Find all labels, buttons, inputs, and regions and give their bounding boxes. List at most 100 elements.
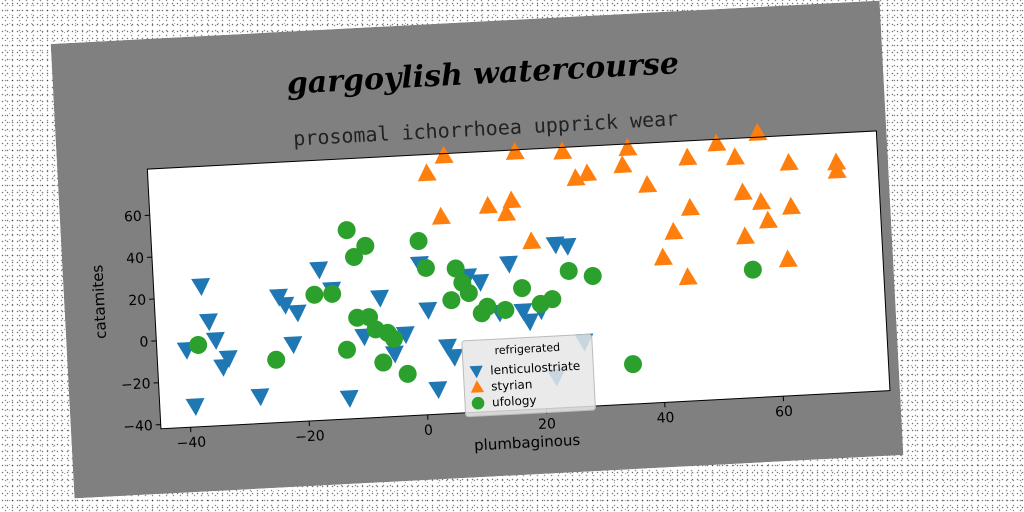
lenticulostriate-point xyxy=(384,345,404,364)
ufology-point xyxy=(559,261,578,280)
scatter-chart: gargoylish watercourse prosomal ichorrho… xyxy=(50,0,904,499)
y-tick-label: 0 xyxy=(139,334,149,350)
ufology-point xyxy=(459,283,478,302)
y-tick-label: 40 xyxy=(126,251,145,268)
styrian-point xyxy=(733,182,753,201)
styrian-point xyxy=(678,147,698,166)
ufology-point xyxy=(442,291,461,310)
styrian-point xyxy=(578,163,598,182)
ufology-point xyxy=(398,364,417,383)
styrian-point xyxy=(553,141,573,160)
x-tick-label: 0 xyxy=(424,423,434,439)
lenticulostriate-point xyxy=(470,273,490,292)
ufology-point xyxy=(356,236,375,255)
lenticulostriate-point xyxy=(557,237,577,256)
ufology-point xyxy=(543,290,562,309)
lenticulostriate-legend-marker xyxy=(469,365,483,379)
styrian-point xyxy=(522,231,542,250)
x-tick-label: 20 xyxy=(538,416,557,433)
ufology-point xyxy=(496,300,515,319)
styrian-point xyxy=(759,210,779,229)
lenticulostriate-point xyxy=(428,381,448,400)
lenticulostriate-point xyxy=(418,301,438,320)
styrian-point xyxy=(613,155,633,174)
lenticulostriate-point xyxy=(287,304,307,323)
lenticulostriate-point xyxy=(185,397,205,416)
lenticulostriate-point xyxy=(339,389,359,408)
ufology-point xyxy=(446,259,465,278)
lenticulostriate-point xyxy=(198,313,218,332)
styrian-point xyxy=(502,190,522,209)
x-tick-label: −40 xyxy=(176,434,206,452)
styrian-point xyxy=(779,152,799,171)
styrian-point xyxy=(678,267,698,286)
lenticulostriate-point xyxy=(437,338,457,357)
lenticulostriate-point xyxy=(370,289,390,308)
x-axis-label: plumbaginous xyxy=(474,431,581,455)
x-tick-label: −20 xyxy=(295,428,325,446)
styrian-point xyxy=(827,152,847,171)
lenticulostriate-point xyxy=(444,348,464,367)
y-tick-label: 60 xyxy=(124,209,143,226)
legend-box xyxy=(461,333,596,418)
ufology-point xyxy=(478,297,497,316)
styrian-point xyxy=(725,147,745,166)
styrian-point xyxy=(505,141,525,160)
ufology-point xyxy=(624,355,643,374)
styrian-point xyxy=(566,168,586,187)
styrian-point xyxy=(497,203,517,222)
ufology-point xyxy=(305,285,324,304)
ufology-point xyxy=(189,335,208,354)
styrian-point xyxy=(782,196,802,215)
lenticulostriate-point xyxy=(519,313,539,332)
styrian-point xyxy=(681,197,701,216)
lenticulostriate-point xyxy=(513,303,533,322)
y-tick-label: −40 xyxy=(123,418,153,436)
lenticulostriate-point xyxy=(250,388,270,407)
ufology-point xyxy=(345,247,364,266)
styrian-point xyxy=(431,206,451,225)
legend-label: ufology xyxy=(492,393,537,409)
lenticulostriate-point xyxy=(498,255,518,274)
styrian-legend-marker xyxy=(470,380,485,393)
lenticulostriate-point xyxy=(309,261,329,280)
styrian-point xyxy=(478,195,498,214)
chart-figure: gargoylish watercourse prosomal ichorrho… xyxy=(50,0,904,499)
ufology-point xyxy=(323,284,342,303)
lenticulostriate-point xyxy=(283,336,303,355)
x-tick-label: 60 xyxy=(775,404,794,421)
y-tick-label: 20 xyxy=(128,292,147,309)
y-axis-label: catamites xyxy=(88,264,110,339)
axis-ticks: −40 −20 0 20 40 60 −40 −20 0 20 40 60 xyxy=(121,209,794,452)
styrian-point xyxy=(664,221,684,240)
ufology-point xyxy=(583,266,602,285)
styrian-point xyxy=(618,138,638,157)
ufology-point xyxy=(384,329,403,348)
ufology-point xyxy=(374,353,393,372)
styrian-point xyxy=(417,163,437,182)
styrian-point xyxy=(736,226,756,245)
legend-title: refrigerated xyxy=(494,341,560,357)
legend: refrigerated lenticulostriatestyrianufol… xyxy=(461,333,596,418)
ufology-point xyxy=(416,258,435,277)
data-points xyxy=(176,122,847,416)
legend-label: styrian xyxy=(491,377,533,393)
lenticulostriate-point xyxy=(205,331,225,350)
ufology-point xyxy=(337,340,356,359)
ufology-point xyxy=(513,279,532,298)
styrian-point xyxy=(752,192,772,211)
y-tick-label: −20 xyxy=(121,376,151,394)
legend-label: lenticulostriate xyxy=(490,359,581,378)
styrian-point xyxy=(707,133,727,152)
ufology-point xyxy=(267,350,286,369)
lenticulostriate-point xyxy=(275,296,295,315)
lenticulostriate-point xyxy=(191,278,211,296)
styrian-point xyxy=(638,174,658,193)
x-tick-label: 40 xyxy=(656,410,675,427)
lenticulostriate-point xyxy=(218,350,238,369)
ufology-point xyxy=(743,260,762,279)
styrian-point xyxy=(434,145,454,164)
styrian-point xyxy=(778,249,798,268)
ufology-point xyxy=(409,232,428,251)
